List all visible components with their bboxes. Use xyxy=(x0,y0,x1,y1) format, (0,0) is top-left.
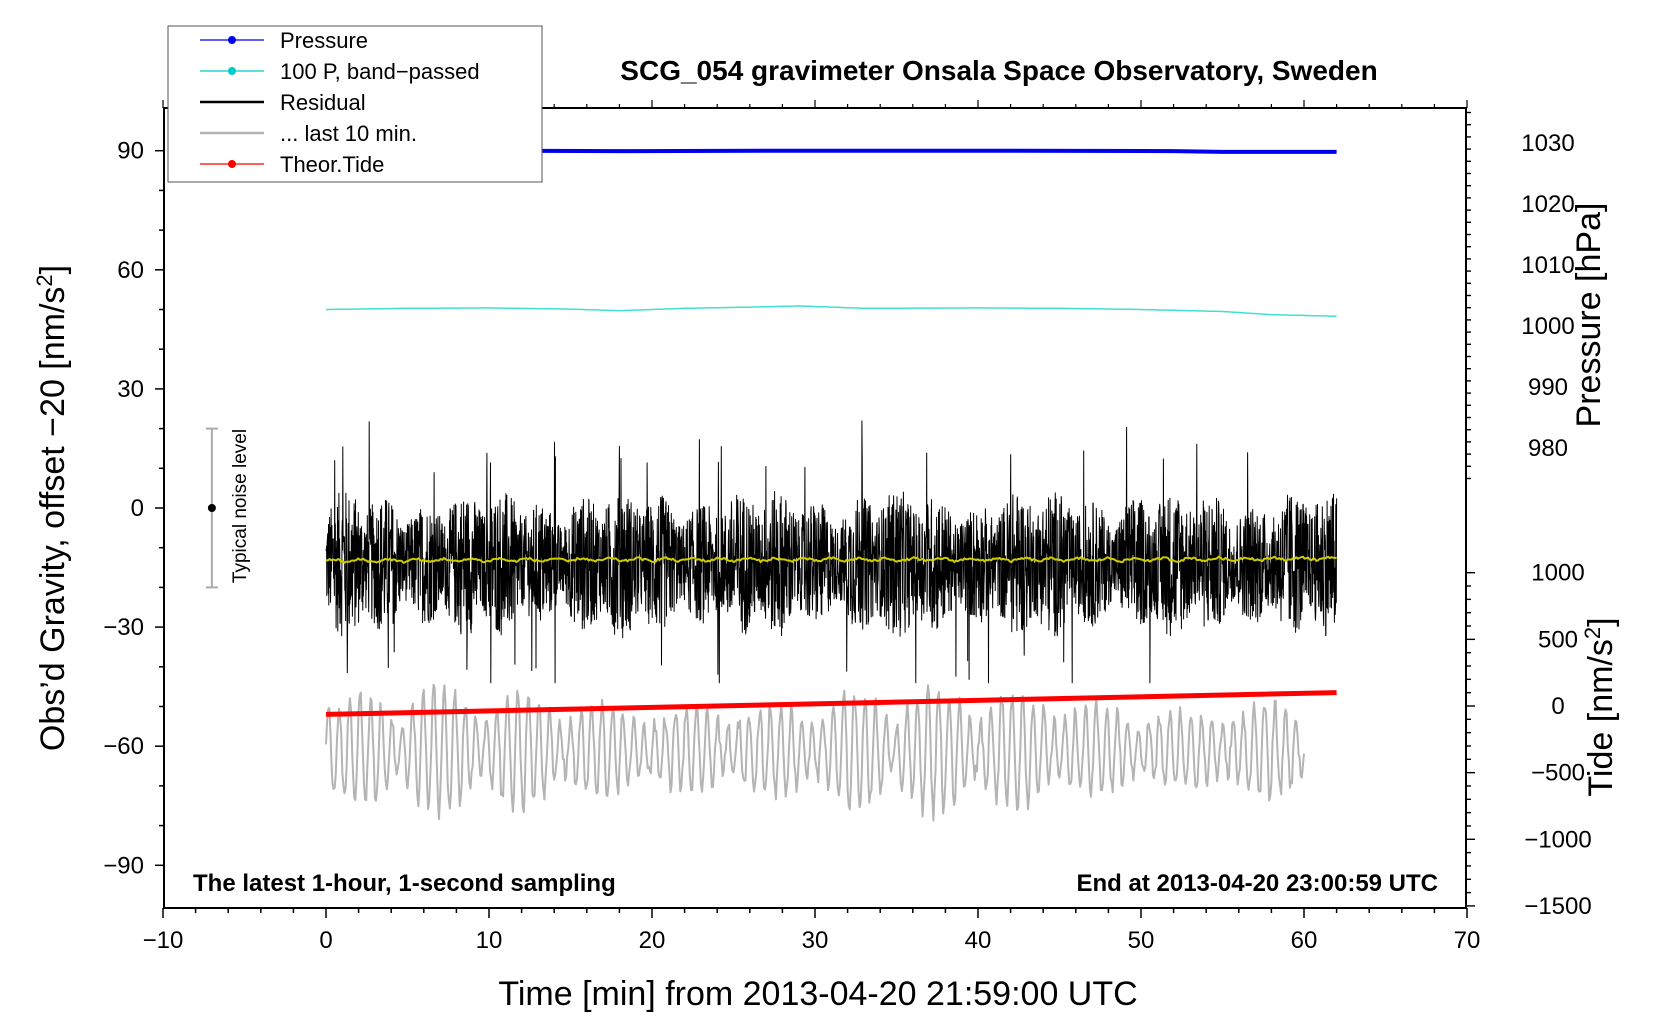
x-tick-label: 20 xyxy=(639,927,666,954)
x-tick-label: 70 xyxy=(1454,927,1481,954)
x-axis-title: Time [min] from 2013-04-20 21:59:00 UTC xyxy=(498,975,1137,1013)
tide-tick-label: 500 xyxy=(1538,626,1578,653)
tide-tick-label: −500 xyxy=(1531,760,1585,787)
legend-label: 100 P, band−passed xyxy=(280,59,480,84)
x-tick-label: −10 xyxy=(143,927,184,954)
axis-ticks xyxy=(155,100,1475,918)
y-tick-label: −90 xyxy=(103,852,144,879)
x-tick-label: 60 xyxy=(1291,927,1318,954)
residual-series xyxy=(325,420,1338,684)
tide-tick-label: 1000 xyxy=(1531,560,1584,587)
legend-label: ... last 10 min. xyxy=(280,121,417,146)
legend-label: Pressure xyxy=(280,28,368,53)
y-axis-title-sup: 2 xyxy=(32,274,57,286)
x-tick-label: 50 xyxy=(1128,927,1155,954)
y-tick-label: 0 xyxy=(131,495,144,522)
y-axis-title-prefix: Obs’d Gravity, offset −20 [nm/s xyxy=(34,287,72,752)
x-tick-label: 30 xyxy=(802,927,829,954)
tide-tick-label: −1000 xyxy=(1524,826,1591,853)
y-tick-label: 30 xyxy=(117,376,144,403)
legend-label: Theor.Tide xyxy=(280,152,384,177)
legend-box xyxy=(167,25,543,183)
tide-tick-label: −1500 xyxy=(1524,893,1591,920)
chart-title: SCG_054 gravimeter Onsala Space Observat… xyxy=(620,55,1377,86)
tide-axis-title-suffix: ] xyxy=(1582,617,1620,626)
legend-marker xyxy=(228,36,236,44)
tide-axis-title: Tide [nm/s2] xyxy=(1580,617,1620,796)
x-tick-label: 0 xyxy=(319,927,332,954)
pressure-tick-label: 1000 xyxy=(1521,313,1574,340)
legend-label: Residual xyxy=(280,90,366,115)
end-time-note: End at 2013-04-20 23:00:59 UTC xyxy=(1077,870,1439,897)
tide-tick-label: 0 xyxy=(1551,693,1564,720)
noise-bar-center-dot xyxy=(207,504,216,512)
y-tick-label: −30 xyxy=(103,614,144,641)
pressure-tick-label: 1010 xyxy=(1521,252,1574,279)
noise-level-label: Typical noise level xyxy=(230,429,251,583)
pressure-tick-label: 990 xyxy=(1528,374,1568,401)
legend-marker xyxy=(228,160,236,168)
theor-tide-series xyxy=(325,690,1337,717)
tide-axis-title-prefix: Tide [nm/s xyxy=(1582,639,1620,796)
y-axis-title: Obs’d Gravity, offset −20 [nm/s2] xyxy=(32,265,72,751)
noise-level-indicator xyxy=(205,427,218,589)
x-tick-label: 40 xyxy=(965,927,992,954)
y-tick-label: −60 xyxy=(103,733,144,760)
x-tick-label: 10 xyxy=(476,927,503,954)
y-tick-label: 90 xyxy=(117,138,144,165)
pressure-tick-label: 980 xyxy=(1528,435,1568,462)
sampling-note: The latest 1-hour, 1-second sampling xyxy=(193,870,616,897)
band-passed-pressure-series xyxy=(326,305,1337,317)
legend-marker xyxy=(228,67,236,75)
y-tick-label: 60 xyxy=(117,257,144,284)
pressure-axis-title: Pressure [hPa] xyxy=(1570,203,1608,428)
pressure-tick-label: 1020 xyxy=(1521,191,1574,218)
series-layer xyxy=(325,148,1338,822)
legend: Pressure 100 P, band−passed Residual ... la… xyxy=(167,25,543,183)
last-10-min-series xyxy=(325,683,1305,822)
y-axis-title-suffix: ] xyxy=(34,265,72,274)
pressure-tick-label: 1030 xyxy=(1521,130,1574,157)
residual-smoothed-series xyxy=(325,555,1337,564)
tide-axis-title-sup: 2 xyxy=(1580,627,1605,639)
